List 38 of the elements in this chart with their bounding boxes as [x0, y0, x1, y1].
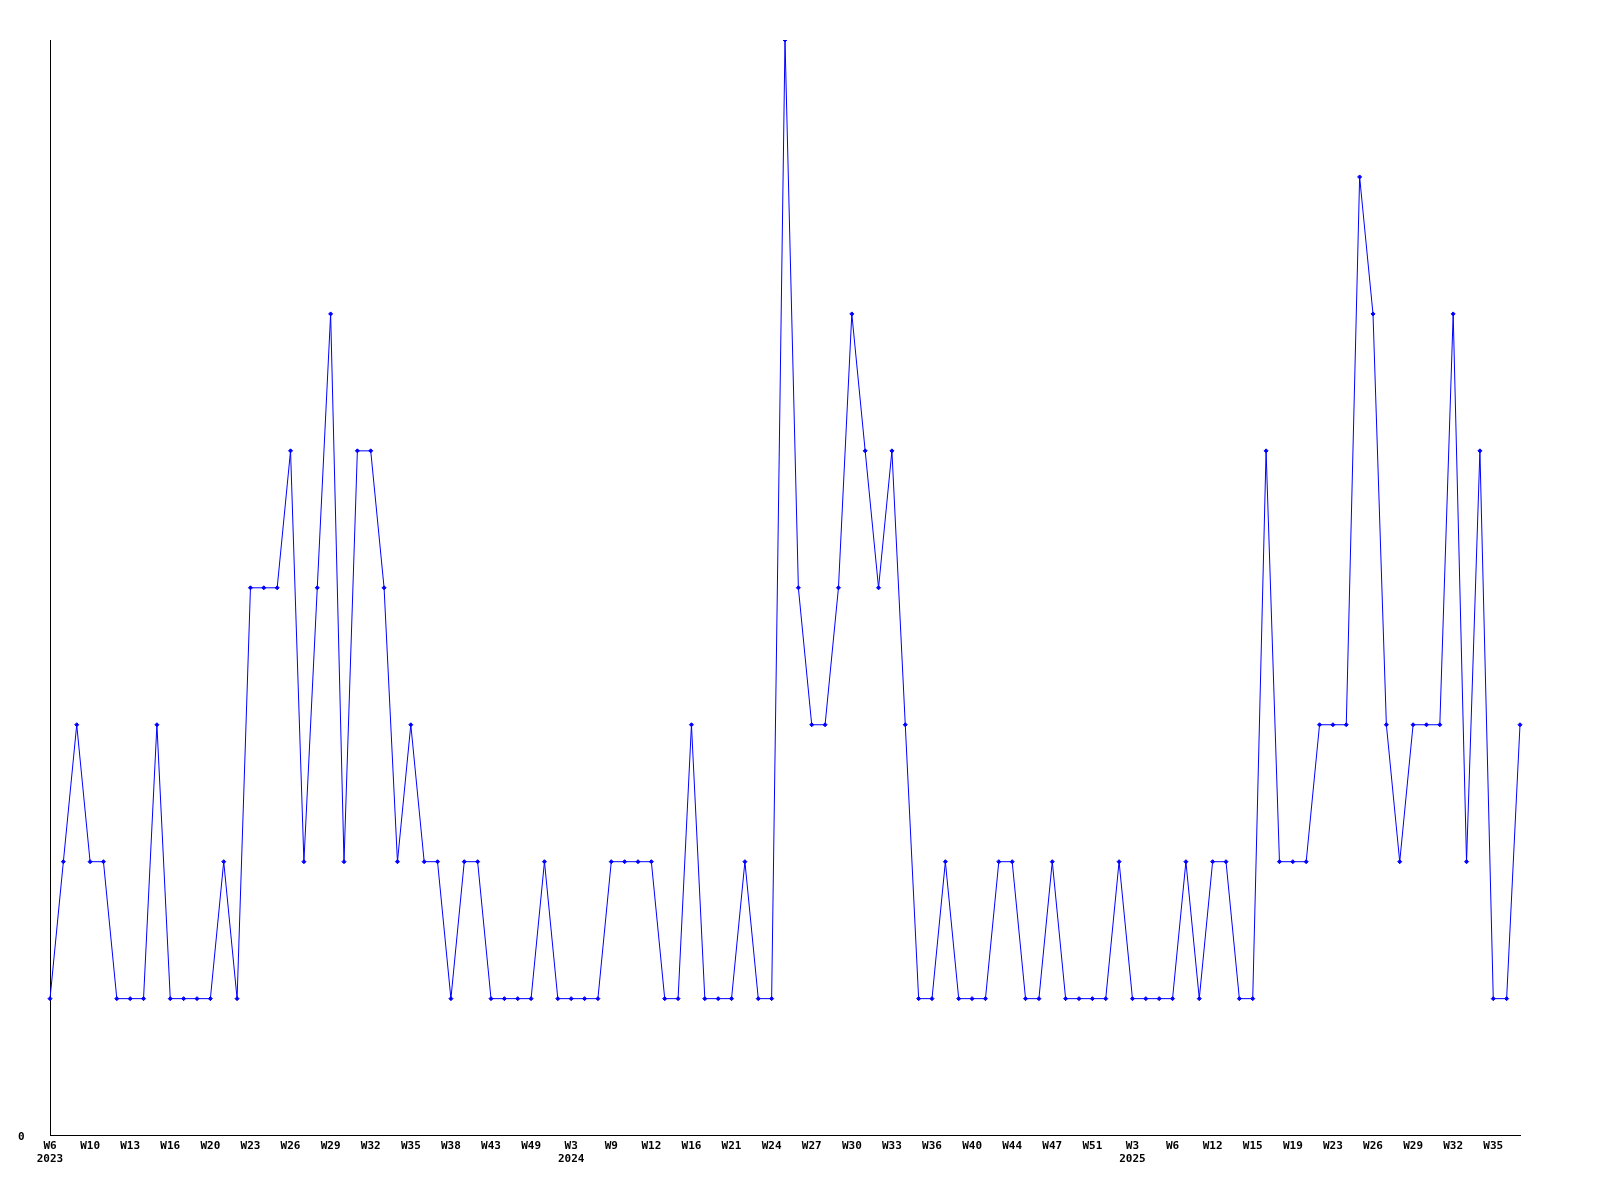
x-tick-label: W3 2025 [1119, 1139, 1146, 1166]
x-tick-label: W38 [440, 1139, 461, 1153]
x-tick-label: W40 [962, 1139, 983, 1153]
x-tick-label: W49 [521, 1139, 542, 1153]
x-tick-label: W44 [1002, 1139, 1023, 1153]
x-tick-label: W27 [801, 1139, 822, 1153]
x-tick-label: W43 [481, 1139, 501, 1153]
x-tick-label: W29 [1403, 1139, 1424, 1153]
x-tick-label: W24 [761, 1139, 782, 1153]
x-tick-label: W6 [1165, 1139, 1180, 1153]
x-tick-label: W32 [360, 1139, 381, 1153]
x-tick-label: W9 [604, 1139, 618, 1153]
x-tick-label: W12 [641, 1139, 662, 1153]
x-tick-label: W33 [881, 1139, 902, 1153]
x-tick-label: W16 [160, 1139, 181, 1153]
x-tick-label: W20 [200, 1139, 221, 1153]
x-tick-label: W26 [280, 1139, 301, 1153]
x-tick-label: W35 [1483, 1139, 1504, 1153]
x-tick-label: W3 2024 [557, 1139, 585, 1166]
x-tick-label: W47 [1042, 1139, 1063, 1153]
x-tick-label: W15 [1242, 1139, 1263, 1153]
x-tick-label: W16 [681, 1139, 702, 1153]
x-tick-label: W30 [841, 1139, 862, 1153]
text: 0 [18, 1130, 25, 1144]
x-tick-label: W51 [1082, 1139, 1103, 1153]
x-tick-label: W29 [320, 1139, 341, 1153]
x-tick-label: W19 [1282, 1139, 1303, 1153]
x-tick-label: W36 [922, 1139, 943, 1153]
x-tick-label: W32 [1443, 1139, 1464, 1153]
x-tick-label: W6 2023 [36, 1139, 64, 1166]
x-tick-label: W10 [80, 1139, 101, 1153]
x-tick-label: W21 [721, 1139, 742, 1153]
x-tick-label: W23 [1322, 1139, 1343, 1153]
x-tick-label: W26 [1363, 1139, 1384, 1153]
x-tick-label: W12 [1202, 1139, 1223, 1153]
x-tick-label: W13 [120, 1139, 141, 1153]
x-tick-label: W23 [240, 1139, 261, 1153]
x-tick-label: W35 [400, 1139, 421, 1153]
